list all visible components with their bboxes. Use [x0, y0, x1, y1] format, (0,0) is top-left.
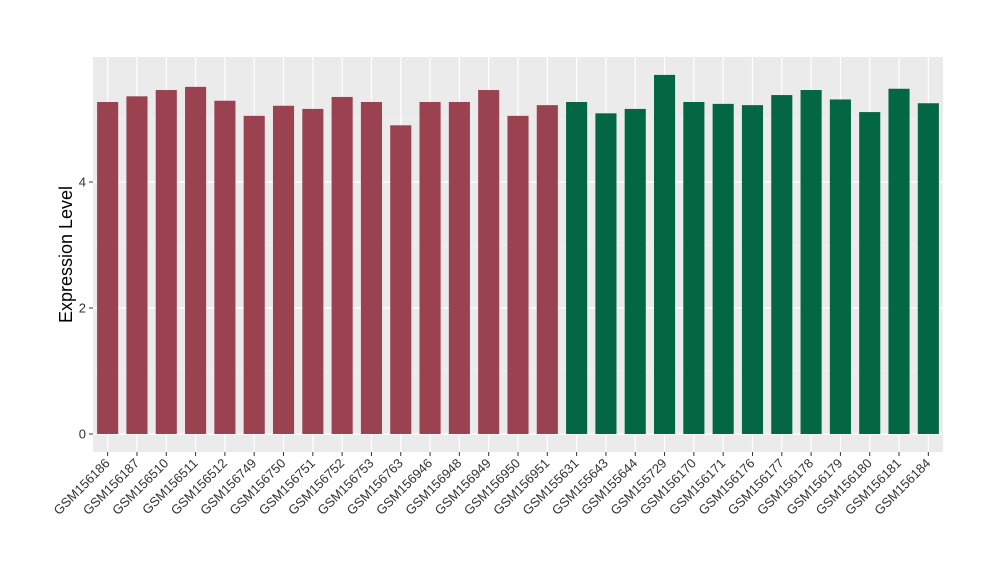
bar: [624, 108, 646, 435]
bar: [97, 101, 119, 435]
bar: [566, 101, 588, 435]
bar: [917, 103, 939, 434]
bar: [771, 95, 793, 434]
y-tick-label: 2: [79, 301, 86, 316]
bar: [272, 105, 295, 435]
bar: [536, 105, 558, 434]
bar: [829, 99, 851, 434]
bar: [302, 108, 324, 435]
y-tick-label: 0: [79, 427, 86, 442]
bar: [214, 100, 236, 434]
bar: [595, 113, 617, 434]
bar: [155, 90, 177, 435]
bar: [331, 96, 353, 434]
bar: [654, 74, 676, 435]
bar: [741, 105, 764, 434]
y-tick-label: 4: [79, 175, 86, 190]
bar: [888, 88, 910, 434]
bar: [243, 115, 265, 434]
bar: [448, 101, 470, 435]
bar: [390, 125, 412, 435]
bar: [507, 115, 529, 434]
bar: [360, 101, 382, 435]
x-axis: GSM156186GSM156187GSM156510GSM156511GSM1…: [51, 452, 933, 518]
y-axis: 0 2 4: [79, 175, 93, 442]
bars: [97, 74, 939, 435]
bar: [712, 103, 734, 434]
bar: [185, 86, 207, 435]
bar: [859, 112, 881, 434]
bar: [419, 101, 441, 435]
bar: [800, 90, 822, 435]
bar: [683, 101, 705, 435]
bar: [478, 90, 500, 435]
bar: [126, 96, 148, 434]
y-axis-title: Expression Level: [56, 186, 76, 323]
